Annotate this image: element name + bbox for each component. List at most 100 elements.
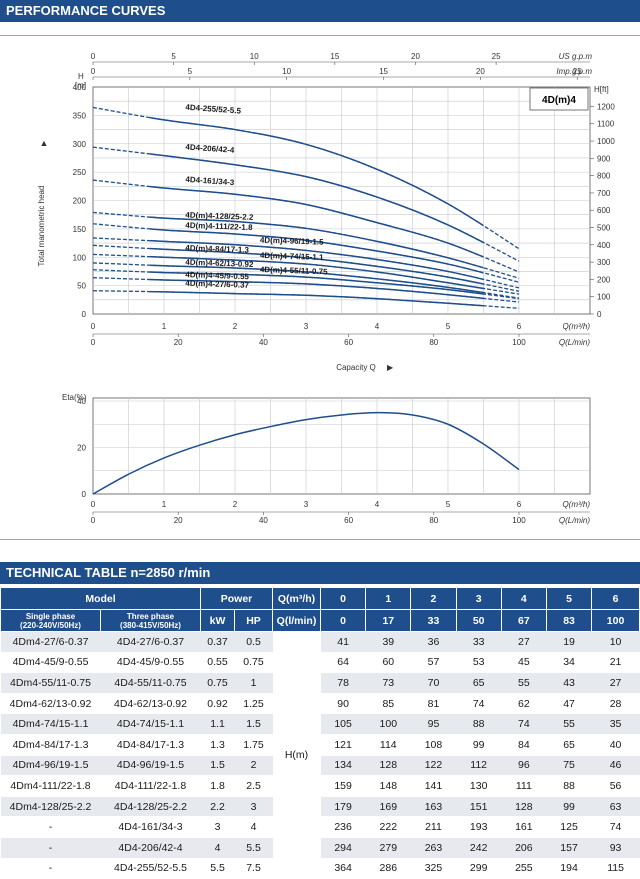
lmin-tick-label: 0 [91, 338, 96, 347]
y-axis-title: Total manometric head [37, 186, 46, 267]
head-value: 108 [410, 734, 457, 756]
kw-value: 1.3 [200, 734, 235, 756]
head-value: 55 [501, 672, 547, 694]
table-row: 4Dm4-74/15-1.1 4D4-74/15-1.1 1.1 1.5 105 100 9… [0, 713, 640, 735]
lmin-col-4: 67 [500, 609, 547, 632]
imp-gpm-tick-label: 20 [476, 67, 485, 76]
kw-header: kW [200, 609, 235, 632]
hp-value: 5.5 [234, 837, 273, 859]
head-value: 159 [320, 775, 366, 797]
table-row: 4Dm4-84/17-1.3 4D4-84/17-1.3 1.3 1.75 121 114… [0, 734, 640, 756]
head-value: 128 [501, 796, 547, 818]
head-value: 242 [456, 837, 502, 859]
kw-value: 0.75 [200, 672, 235, 694]
head-value: 27 [501, 631, 547, 653]
head-value: 65 [546, 734, 592, 756]
head-value: 70 [410, 672, 457, 694]
lmin-tick-label: 80 [429, 338, 438, 347]
kw-value: 2.2 [200, 796, 235, 818]
single-phase-header: Single phase (220-240V/50Hz) [0, 609, 101, 632]
lmin-tick-label: 40 [259, 338, 268, 347]
three-phase-model: 4D4-206/42-4 [100, 837, 201, 859]
ft-tick-label: 1200 [597, 102, 615, 111]
lmin-col-3: 50 [455, 609, 502, 632]
curve-10 [149, 278, 484, 300]
q-col-6: 6 [591, 587, 640, 610]
y-tick-label: 300 [73, 140, 87, 149]
three-phase-model: 4D4-111/22-1.8 [100, 775, 201, 797]
single-phase-model: 4Dm4-96/19-1.5 [0, 755, 101, 777]
y-tick-label: 50 [77, 282, 86, 291]
m3h-unit: Q(m³/h) [562, 322, 590, 331]
head-value: 255 [501, 858, 547, 879]
y-tick-label: 0 [82, 310, 87, 319]
title-box [529, 87, 589, 111]
us-gpm-tick-label: 15 [330, 52, 339, 61]
m3h-tick-label: 1 [162, 322, 167, 331]
eta-m3h-unit: Q(m³/h) [562, 500, 590, 509]
head-value: 95 [410, 713, 457, 735]
head-value: 74 [456, 693, 502, 715]
us-gpm-tick-label: 20 [411, 52, 420, 61]
head-value: 286 [365, 858, 411, 879]
hp-value: 2 [234, 755, 273, 777]
hp-value: 1 [234, 672, 273, 694]
y-tick-label: 200 [73, 197, 87, 206]
lmin-unit: Q(L/min) [559, 338, 590, 347]
chart-area: 4D(m)4 0 50 100 150 200 250 300 350 400 0 100 200 300… [0, 35, 640, 540]
ft-tick-label: 800 [597, 172, 611, 181]
curve-label-8: 4D(m)4-62/13-0.92 [185, 258, 254, 269]
lmin-tick-label: 60 [344, 338, 353, 347]
hp-value: 4 [234, 816, 273, 838]
imp-gpm-unit: Imp.g.p.m [556, 67, 592, 76]
imp-gpm-tick-label: 15 [379, 67, 388, 76]
head-value: 34 [546, 652, 592, 674]
head-value: 53 [456, 652, 502, 674]
ft-tick-label: 300 [597, 258, 611, 267]
ft-tick-label: 900 [597, 154, 611, 163]
head-value: 157 [546, 837, 592, 859]
single-phase-model: - [0, 816, 101, 838]
kw-value: 1.5 [200, 755, 235, 777]
lmin-col-1: 17 [365, 609, 412, 632]
eta-lmin-tick-label: 60 [344, 516, 353, 525]
chart-title: 4D(m)4 [542, 95, 576, 106]
head-value: 35 [591, 713, 640, 735]
head-value: 141 [410, 775, 457, 797]
head-value: 294 [320, 837, 366, 859]
head-value: 169 [365, 796, 411, 818]
head-value: 74 [591, 816, 640, 838]
table-row: 4Dm4-27/6-0.37 4D4-27/6-0.37 0.37 0.5 H(m) 41… [0, 631, 640, 879]
three-phase-model: 4D4-45/9-0.55 [100, 652, 201, 674]
single-phase-model: 4Dm4-62/13-0.92 [0, 693, 101, 715]
kw-value: 0.55 [200, 652, 235, 674]
ft-tick-label: 200 [597, 275, 611, 284]
three-phase-model: 4D4-84/17-1.3 [100, 734, 201, 756]
eta-lmin-tick-label: 20 [174, 516, 183, 525]
three-phase-model: 4D4-27/6-0.37 [100, 631, 201, 653]
curve-4 [149, 228, 484, 274]
m3h-tick-label: 0 [91, 322, 96, 331]
head-value: 93 [591, 837, 640, 859]
kw-value: 0.92 [200, 693, 235, 715]
curve-label-3: 4D(m)4-128/25-2.2 [185, 211, 254, 222]
head-value: 211 [410, 816, 457, 838]
head-value: 73 [365, 672, 411, 694]
table-row: 4Dm4-128/25-2.2 4D4-128/25-2.2 2.2 3 179 169 1… [0, 796, 640, 818]
head-value: 55 [546, 713, 592, 735]
y-tick-label: 250 [73, 168, 87, 177]
ft-tick-label: 700 [597, 189, 611, 198]
table-row: 4Dm4-55/11-0.75 4D4-55/11-0.75 0.75 1 78 73 70… [0, 672, 640, 694]
ft-tick-label: 0 [597, 310, 602, 319]
head-value: 81 [410, 693, 457, 715]
head-value: 299 [456, 858, 502, 879]
table-row: -4D4-161/34-3 3 4 236 222 211 193 161 125 74 [0, 816, 640, 838]
head-value: 99 [546, 796, 592, 818]
hp-header: HP [234, 609, 273, 632]
three-phase-model: 4D4-55/11-0.75 [100, 672, 201, 694]
curve-label-7: 4D(m)4-74/15-1.1 [260, 251, 324, 262]
head-value: 112 [456, 755, 502, 777]
head-value: 43 [546, 672, 592, 694]
curve-7 [149, 255, 484, 290]
table-row: 4Dm4-111/22-1.8 4D4-111/22-1.8 1.8 2.5 159 14… [0, 775, 640, 797]
